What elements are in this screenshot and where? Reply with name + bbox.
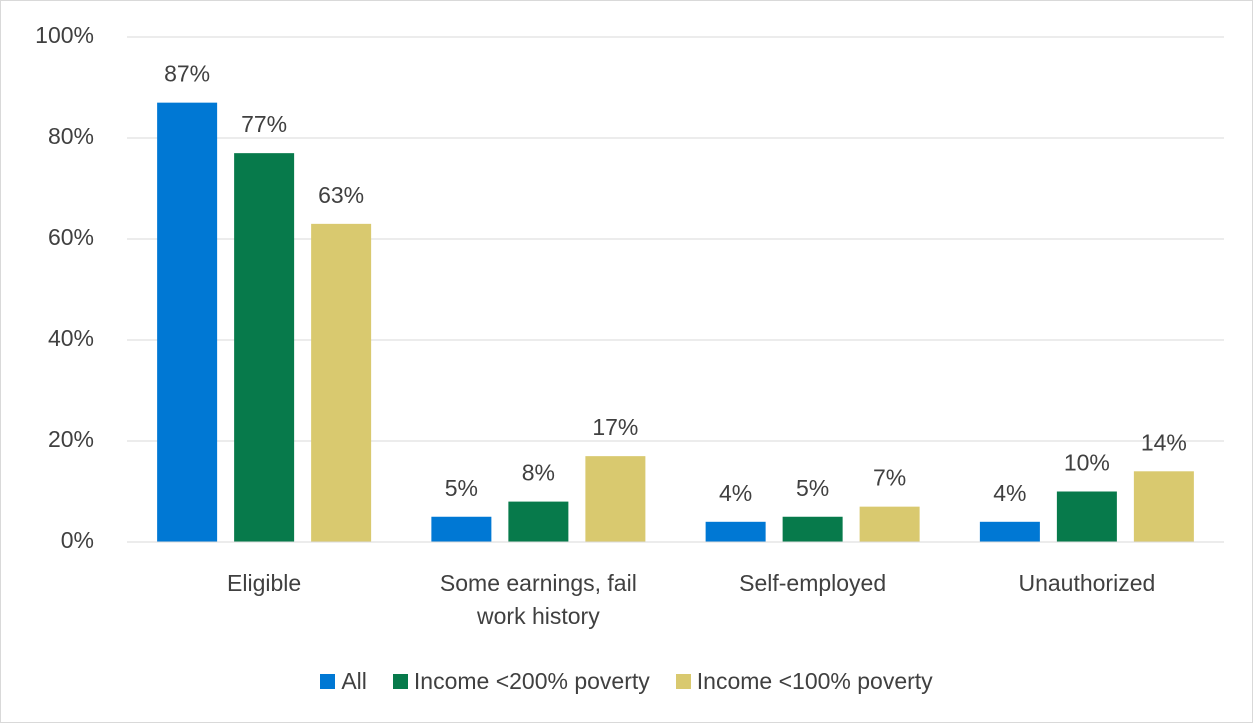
data-label: 17%	[592, 414, 638, 440]
bar	[782, 516, 843, 542]
data-label: 8%	[522, 460, 555, 486]
data-label: 10%	[1064, 450, 1110, 476]
x-tick-label: Some earnings, fail work history	[439, 570, 637, 629]
bar	[1133, 471, 1194, 542]
legend-item: Income <100% poverty	[675, 668, 933, 695]
legend-item: Income <200% poverty	[392, 668, 650, 695]
legend-swatch	[392, 674, 408, 689]
bar	[1056, 491, 1117, 542]
x-tick-label: Unauthorized	[1018, 570, 1156, 596]
data-label: 5%	[445, 475, 478, 501]
data-label: 87%	[164, 61, 210, 87]
legend-swatch	[320, 674, 336, 689]
bar	[705, 521, 766, 542]
x-tick-label: Self-employed	[739, 570, 887, 596]
bar	[585, 456, 646, 542]
data-label: 77%	[241, 111, 287, 137]
bar	[431, 516, 492, 542]
bar	[508, 501, 569, 542]
data-label: 14%	[1141, 429, 1187, 455]
bar	[311, 223, 372, 542]
legend-label: Income <200% poverty	[413, 668, 650, 694]
bar	[859, 506, 920, 542]
data-label: 5%	[796, 475, 829, 501]
x-tick-label: Eligible	[227, 570, 302, 596]
data-label: 4%	[719, 480, 752, 506]
y-tick-label: 100%	[35, 22, 94, 48]
data-label: 63%	[318, 182, 364, 208]
y-tick-label: 80%	[48, 123, 94, 149]
bar	[234, 153, 295, 542]
y-tick-label: 60%	[48, 224, 94, 250]
y-tick-label: 0%	[61, 527, 94, 553]
legend: All Income <200% poverty Income <100% pove…	[0, 668, 1253, 695]
y-tick-label: 40%	[48, 325, 94, 351]
legend-swatch	[675, 674, 691, 689]
bar	[979, 521, 1040, 542]
data-label: 4%	[993, 480, 1026, 506]
y-tick-label: 20%	[48, 426, 94, 452]
legend-label: All	[341, 668, 367, 694]
data-label: 7%	[873, 465, 906, 491]
legend-item: All	[320, 668, 367, 695]
legend-label: Income <100% poverty	[696, 668, 933, 694]
bar	[157, 102, 218, 543]
